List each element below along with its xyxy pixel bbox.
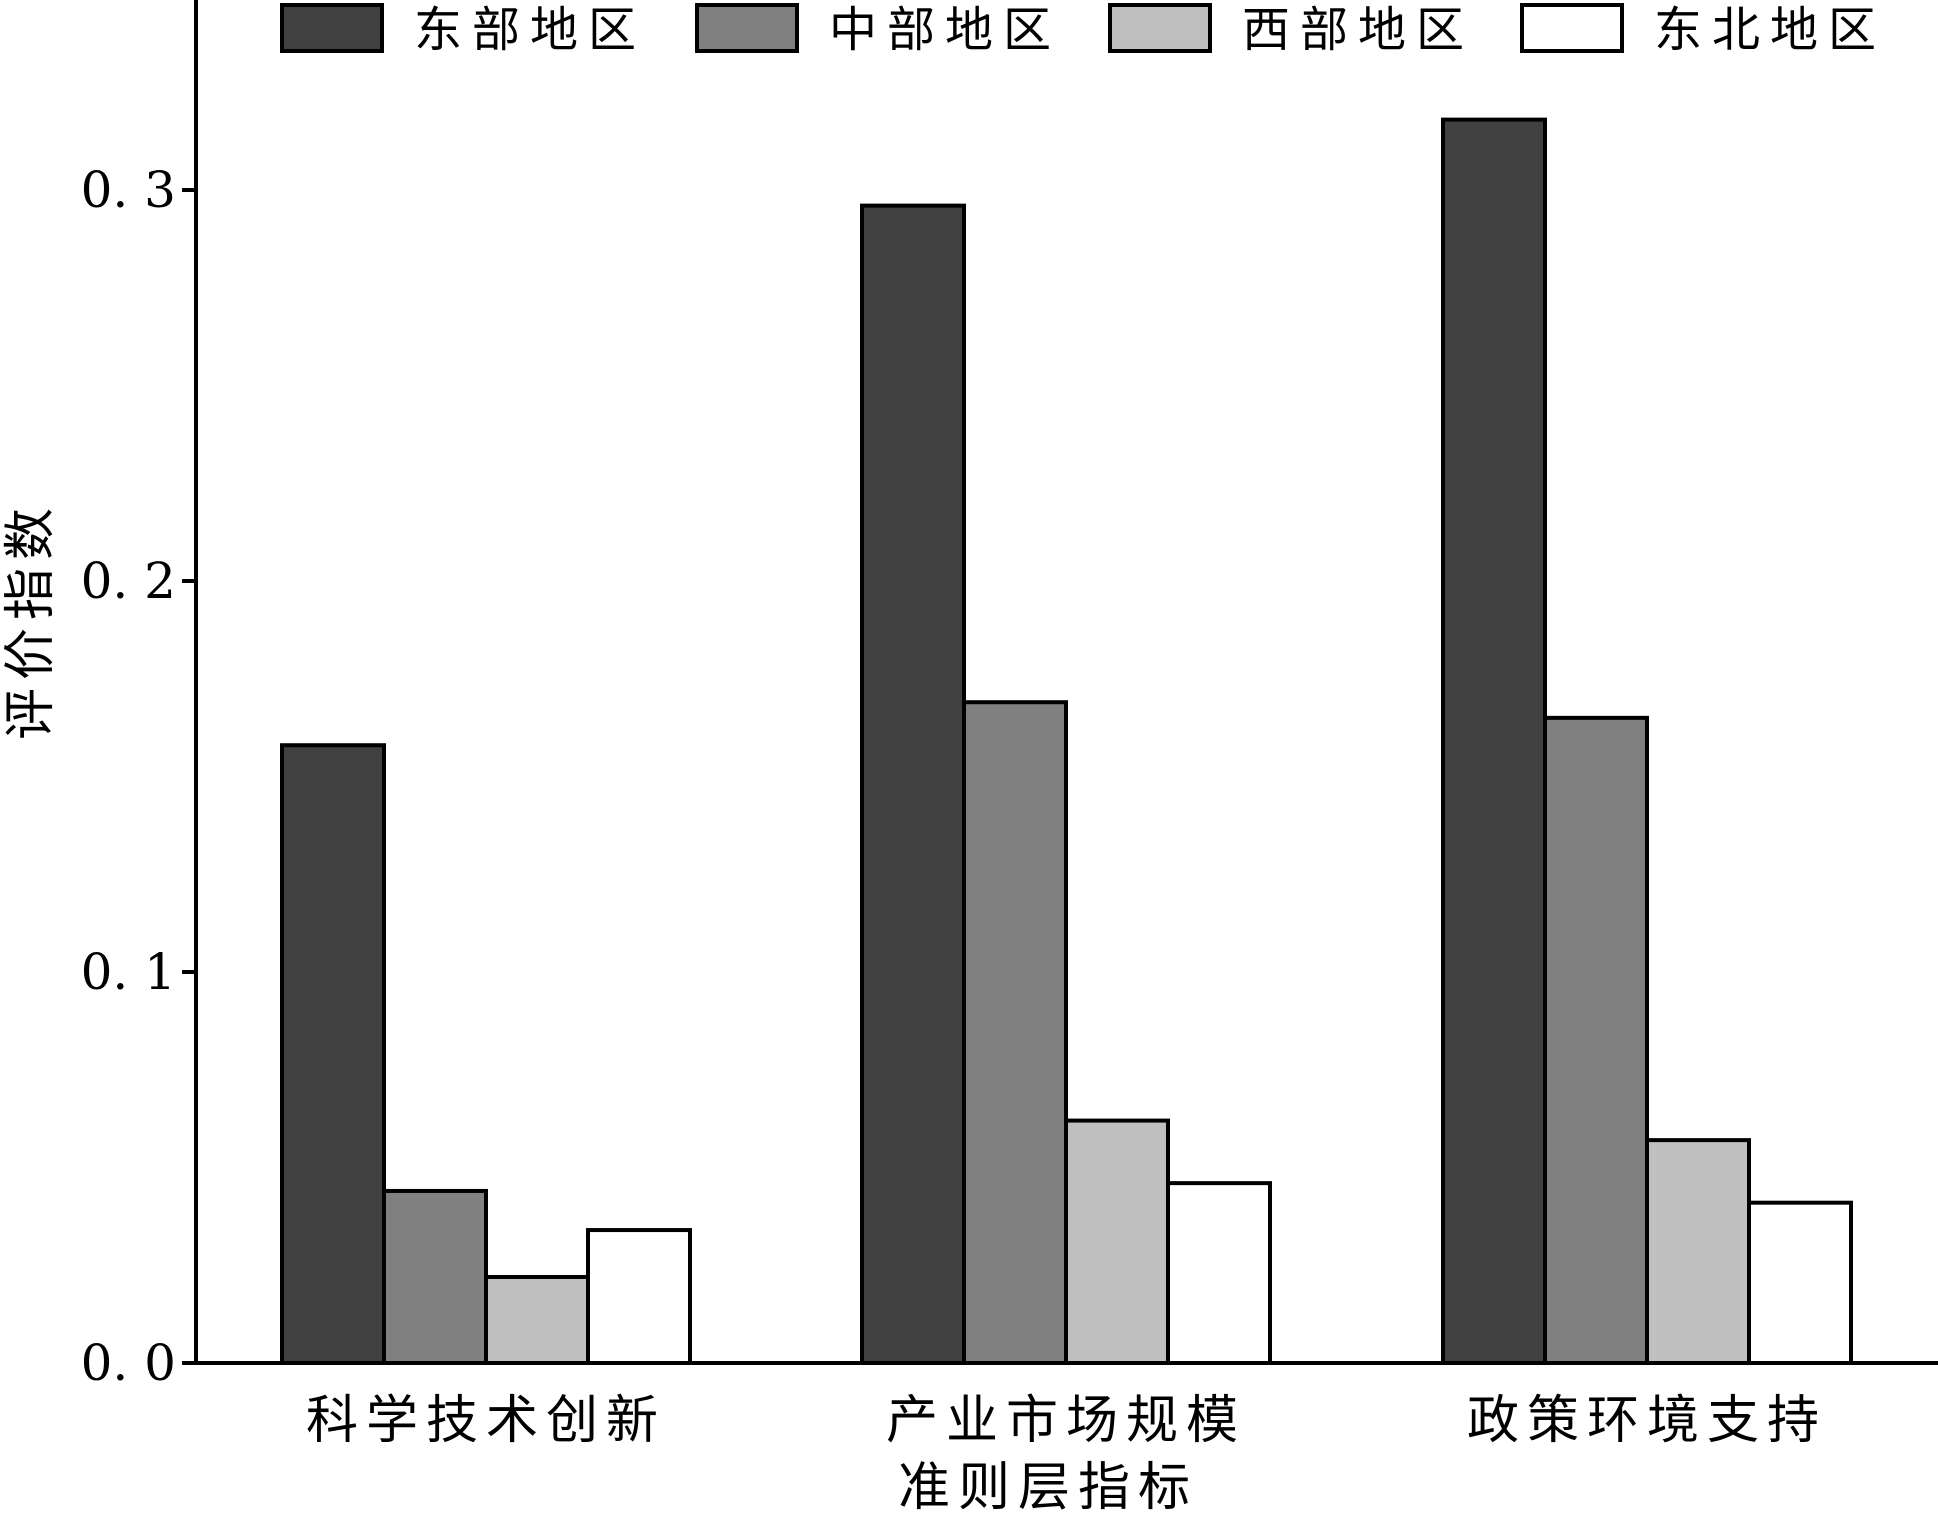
legend-swatch: [1520, 3, 1624, 53]
x-ticks: 科学技术创新 产业市场规模 政策环境支持: [306, 1391, 1827, 1451]
x-tick-label: 科学技术创新: [306, 1391, 666, 1451]
legend-swatch: [695, 3, 799, 53]
bar-3-3: [1645, 1138, 1751, 1365]
bar-3-2: [1064, 1118, 1170, 1365]
x-tick-label: 政策环境支持: [1467, 1391, 1827, 1451]
axes: [194, 0, 1938, 1365]
y-tick-label: 0. 3: [81, 161, 176, 219]
bar-4-2: [1166, 1181, 1272, 1366]
legend-label: 中部地区: [829, 2, 1061, 58]
y-tick-label: 0. 1: [81, 943, 176, 1001]
bar-1-3: [1441, 117, 1547, 1366]
legend-label: 西部地区: [1242, 2, 1474, 58]
y-axis-title: 评价指数: [1, 500, 61, 740]
y-tick-label: 0. 0: [81, 1334, 176, 1392]
legend-swatch: [1108, 3, 1212, 53]
bar-2-2: [962, 700, 1068, 1365]
legend-label: 东北地区: [1654, 2, 1886, 58]
legend-label: 东部地区: [414, 2, 646, 58]
y-ticks: 0. 0 0. 1 0. 2 0. 3: [81, 161, 196, 1392]
y-tick-label: 0. 2: [81, 552, 176, 610]
bar-1-1: [280, 743, 386, 1365]
x-axis-title: 准则层指标: [898, 1458, 1198, 1517]
legend: 东部地区 中部地区 西部地区 东北地区: [280, 2, 1886, 58]
bar-4-3: [1747, 1200, 1853, 1365]
bar-2-3: [1543, 715, 1649, 1365]
bars: [280, 117, 1853, 1366]
bar-2-1: [382, 1188, 488, 1365]
x-tick-label: 产业市场规模: [886, 1391, 1246, 1451]
bar-1-2: [860, 203, 966, 1365]
legend-swatch: [280, 3, 384, 53]
bar-3-1: [484, 1274, 590, 1365]
bar-4-1: [586, 1228, 692, 1366]
